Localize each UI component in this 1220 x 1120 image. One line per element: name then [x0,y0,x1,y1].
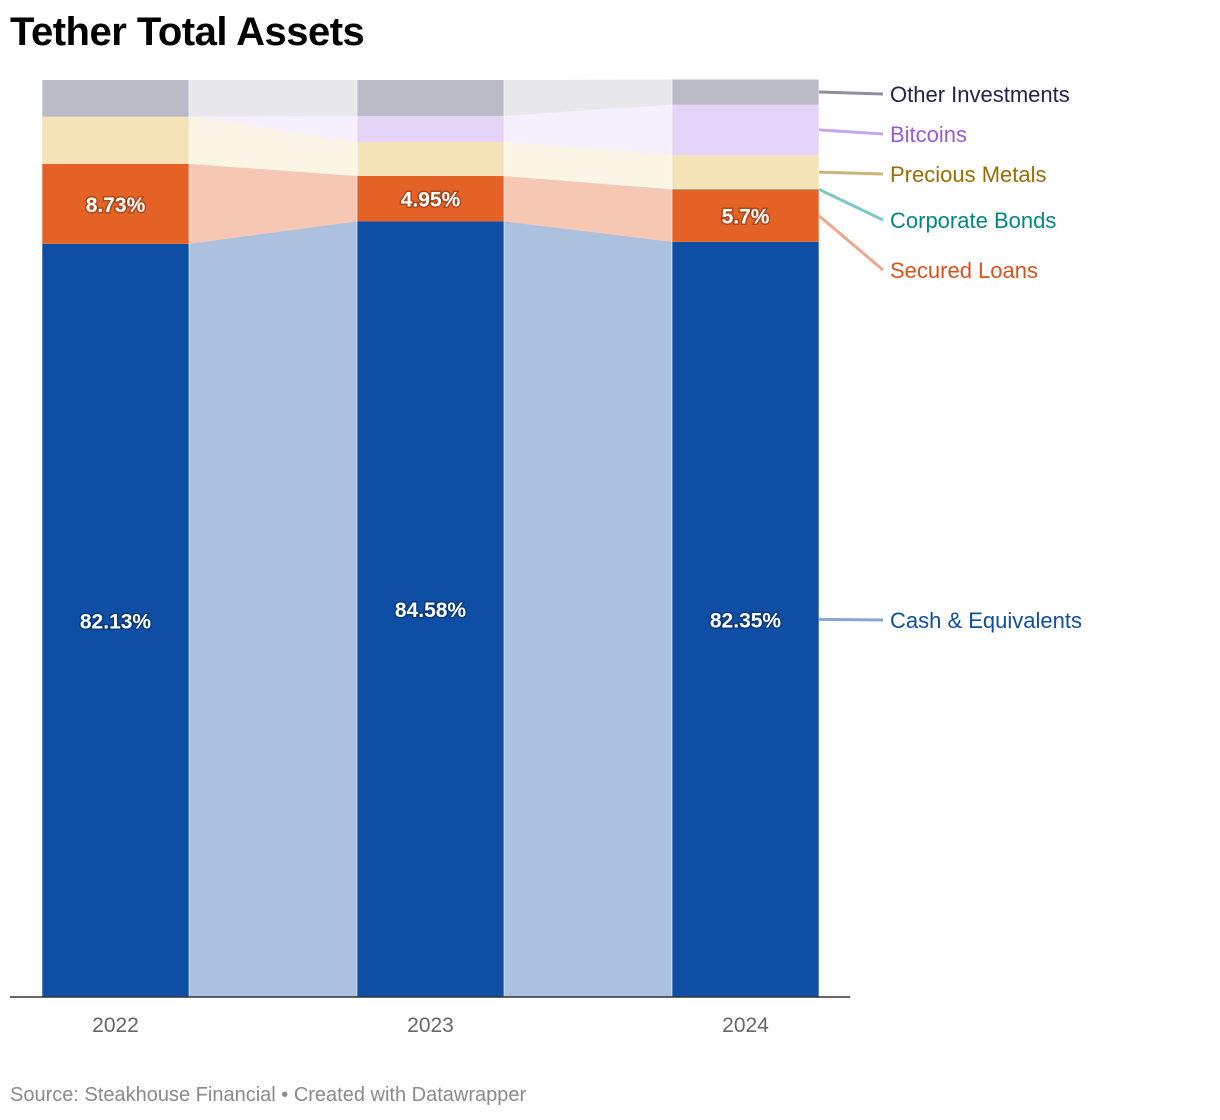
flow-band-other-investments [189,80,357,117]
flow-band-bitcoins [189,115,357,142]
legend-connector-precious-metals [818,170,884,176]
flow-band-precious-metals [504,141,672,190]
bar-segment-bitcoins-2024 [672,104,819,156]
x-tick-label-2024: 2024 [722,1014,769,1037]
bar-segment-cash-equivalents-2023 [357,221,504,998]
flow-band-other-investments [504,79,672,116]
legend-label-precious-metals: Precious Metals [890,162,1047,187]
legend-connector-secured-loans [818,214,884,272]
legend-connector-bitcoins [818,128,884,136]
legend-connector-cash-equivalents [818,617,884,622]
chart-title: Tether Total Assets [10,10,365,54]
bar-segment-other-investments-2022 [42,80,189,117]
legend-label-corporate-bonds: Corporate Bonds [890,208,1056,233]
bar-segment-other-investments-2023 [357,80,504,116]
legend-label-secured-loans: Secured Loans [890,258,1038,283]
flow-band-secured-loans [504,176,672,242]
flow-band-cash-equivalents [189,221,357,998]
bar-segment-cash-equivalents-2024 [672,241,819,998]
bar-segment-precious-metals-2023 [357,141,504,177]
flow-band-secured-loans [189,163,357,244]
data-label-2023-secured-loans: 4.95% [401,189,461,212]
bar-segment-secured-loans-2024 [672,189,819,242]
bar-segment-secured-loans-2022 [42,163,189,244]
flow-band-bitcoins [504,104,672,156]
legend-label-cash-equivalents: Cash & Equivalents [890,608,1082,633]
bar-segment-bitcoins-2023 [357,115,504,142]
bar-segment-secured-loans-2023 [357,176,504,222]
legend-connector-corporate-bonds [818,187,884,222]
data-label-2023-cash-equivalents: 84.58% [395,599,467,622]
source-note: Source: Steakhouse Financial • Created w… [10,1084,527,1106]
legend-connector-other-investments [818,90,884,96]
data-label-2024-cash-equivalents: 82.35% [710,609,782,632]
flow-band-corporate-bonds [504,176,672,190]
bar-segment-cash-equivalents-2022 [42,243,189,997]
bar-segment-precious-metals-2022 [42,116,189,164]
flow-band-cash-equivalents [504,221,672,998]
data-label-2024-secured-loans: 5.7% [722,206,770,229]
bar-segment-other-investments-2024 [672,79,819,105]
legend-label-bitcoins: Bitcoins [890,122,967,147]
flow-band-precious-metals [189,116,357,177]
bar-segment-precious-metals-2024 [672,155,819,190]
legend-label-other-investments: Other Investments [890,82,1070,107]
x-tick-label-2022: 2022 [92,1014,139,1037]
data-label-2022-secured-loans: 8.73% [86,194,146,217]
data-label-2022-cash-equivalents: 82.13% [80,610,152,633]
x-tick-label-2023: 2023 [407,1014,454,1037]
